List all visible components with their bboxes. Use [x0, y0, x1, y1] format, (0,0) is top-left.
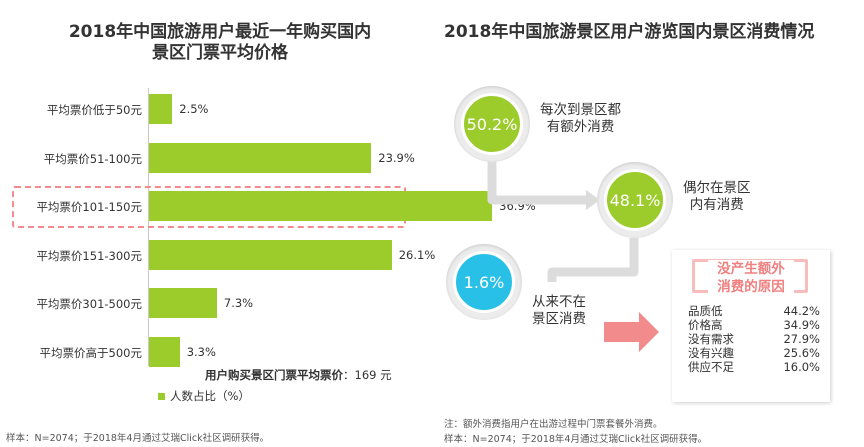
left-chart-title-line2: 景区门票平均价格: [152, 43, 288, 63]
reason-name: 价格高: [688, 318, 723, 332]
stage-circle: 50.2%: [454, 86, 530, 162]
stage-label-line1: 从来不在: [532, 294, 586, 310]
stage-label-line1: 每次到景区都: [540, 102, 621, 118]
bar-category-label: 平均票价101-150元: [36, 200, 142, 214]
reason-row: 供应不足 16.0%: [688, 360, 820, 374]
bar-value-label: 23.9%: [378, 150, 415, 165]
stage-label: 每次到景区都 有额外消费: [540, 102, 621, 136]
legend-swatch: [158, 392, 165, 400]
right-note: 注：额外消费指用户在出游过程中门票套餐外消费。: [444, 419, 663, 430]
reason-row: 品质低 44.2%: [688, 304, 820, 318]
bar-value-label: 2.5%: [179, 102, 209, 116]
left-chart-title: 2018年中国旅游用户最近一年购买国内 景区门票平均价格: [30, 22, 410, 64]
average-price-label: 用户购买景区门票平均票价: [205, 368, 343, 382]
bar: [149, 94, 173, 124]
stage-label-line2: 内有消费: [689, 197, 744, 213]
bar: [149, 191, 493, 221]
reason-name: 供应不足: [688, 360, 734, 374]
bar: [149, 239, 392, 270]
stage-label-line2: 景区消费: [532, 311, 586, 327]
bar: [149, 288, 217, 318]
bar-category-label: 平均票价151-300元: [36, 248, 142, 263]
average-price-value: ：169 元: [343, 368, 392, 382]
flow-arrows: [487, 148, 659, 352]
bar-category-label: 平均票价301-500元: [36, 297, 142, 311]
reason-value: 25.6%: [783, 346, 820, 360]
bar-value-label: 7.3%: [223, 296, 254, 310]
left-source: 样本：N=2074；于2018年4月通过艾瑞Click社区调研获得。: [6, 433, 270, 444]
reason-row: 没有需求 27.9%: [688, 332, 820, 346]
reason-value: 27.9%: [783, 332, 820, 346]
reason-arrow: [604, 312, 659, 352]
legend: 人数占比（%）: [158, 388, 250, 404]
bar: [149, 336, 180, 367]
left-chart-title-line1: 2018年中国旅游用户最近一年购买国内: [68, 22, 372, 42]
bar-category-label: 平均票价高于500元: [39, 345, 142, 360]
connector-1-head: [586, 190, 600, 210]
reasons-box: 没产生额外 消费的原因 品质低 44.2% 价格高 34.9% 没有需求 27.9% 没有兴…: [672, 250, 830, 402]
connector-2: [547, 238, 639, 282]
stage-label: 偶尔在景区 内有消费: [683, 180, 751, 214]
bar: [149, 142, 372, 173]
stage-circle: 48.1%: [597, 162, 673, 238]
legend-label: 人数占比（%）: [170, 389, 250, 403]
reason-name: 没有兴趣: [688, 346, 734, 360]
stage-value: 50.2%: [461, 93, 523, 155]
reasons-title: 没产生额外 消费的原因: [672, 260, 830, 296]
reason-value: 16.0%: [783, 360, 820, 374]
reasons-title-line2: 消费的原因: [708, 278, 794, 296]
bar-category-label: 平均票价低于50元: [46, 103, 142, 117]
bar-value-label: 3.3%: [186, 344, 216, 359]
average-price: 用户购买景区门票平均票价：169 元: [205, 367, 392, 383]
bar-value-label: 26.1%: [398, 247, 436, 262]
bar-category-label: 平均票价51-100元: [43, 151, 142, 166]
reasons-title-line1: 没产生额外: [708, 260, 794, 278]
reason-value: 34.9%: [783, 318, 820, 332]
reason-row: 价格高 34.9%: [688, 318, 820, 332]
right-chart-title: 2018年中国旅游景区用户游览国内景区消费情况: [444, 22, 815, 42]
reason-name: 没有需求: [688, 332, 734, 346]
reasons-list: 品质低 44.2% 价格高 34.9% 没有需求 27.9% 没有兴趣 25.6% 供应不足 16…: [688, 304, 820, 374]
reason-name: 品质低: [688, 304, 723, 318]
stage-value: 48.1%: [604, 169, 666, 231]
right-source: 样本：N=2074；于2018年4月通过艾瑞Click社区调研获得。: [444, 434, 708, 445]
stage-label: 从来不在 景区消费: [532, 294, 586, 328]
stage-label-line1: 偶尔在景区: [683, 180, 751, 196]
reason-value: 44.2%: [783, 304, 820, 318]
stage-circle: 1.6%: [446, 244, 522, 320]
stage-value: 1.6%: [453, 251, 515, 313]
connector-1: [487, 148, 589, 205]
reason-row: 没有兴趣 25.6%: [688, 346, 820, 360]
stage-label-line2: 有额外消费: [546, 119, 615, 135]
